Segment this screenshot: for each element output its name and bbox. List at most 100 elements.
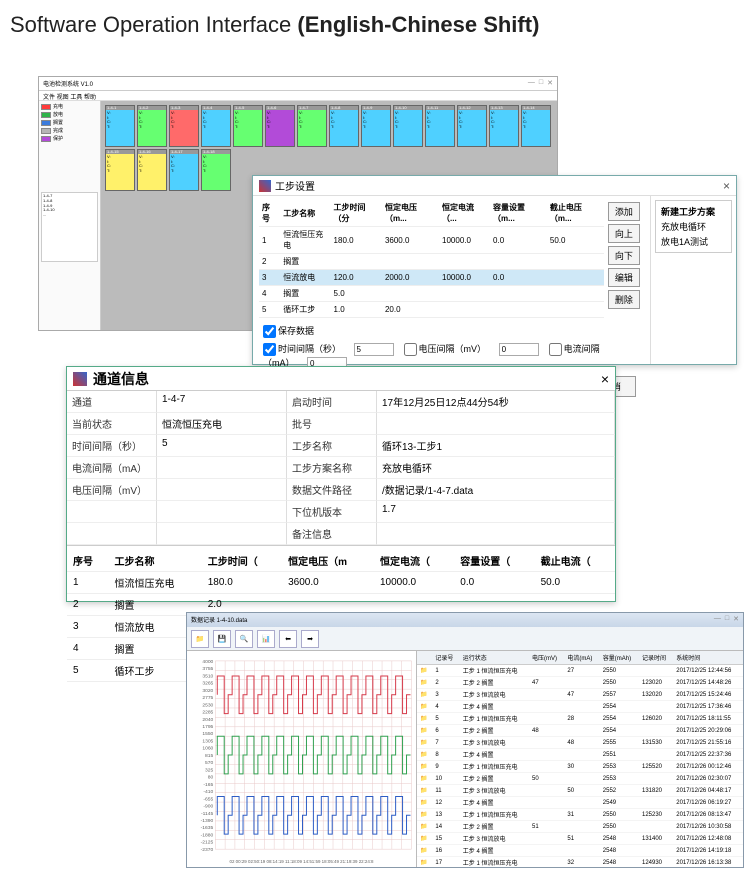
channel-tile[interactable]: 1-4-11V:I:C:T: [425, 105, 455, 147]
list-item[interactable]: 📁12工步 4 搁置25492017/12/26 06:19:27 [417, 797, 743, 809]
time-interval-checkbox[interactable]: 时间间隔（秒） [263, 344, 341, 354]
table-row[interactable]: 2搁置 [259, 254, 604, 270]
svg-text:02 00:29 02:50:19 08:14:19 11: 02 00:29 02:50:19 08:14:19 11:18:09 14:5… [229, 859, 374, 864]
toolbar-button[interactable]: 💾 [213, 630, 231, 648]
toolbar-button[interactable]: 📊 [257, 630, 275, 648]
svg-text:-655: -655 [203, 796, 213, 802]
legend-item: 保护 [41, 135, 98, 142]
window-title: 数据记录 1-4-10.data [191, 615, 247, 625]
table-row: 1恒流恒压充电180.03600.010000.00.050.0 [67, 572, 615, 594]
channel-tile[interactable]: 1-4-9V:I:C:T: [361, 105, 391, 147]
close-icon[interactable]: × [601, 371, 609, 387]
list-item[interactable]: 📁9工步 1 恒流恒压充电3025531255202017/12/26 00:1… [417, 761, 743, 773]
time-interval-input[interactable] [354, 343, 394, 356]
list-item[interactable]: 📁10工步 2 搁置5025532017/12/26 02:30:07 [417, 773, 743, 785]
向上-button[interactable]: 向上 [608, 224, 640, 243]
list-item[interactable]: 📁13工步 1 恒流恒压充电3125501252302017/12/26 08:… [417, 809, 743, 821]
list-item[interactable]: 📁5工步 1 恒流恒压充电2825541260202017/12/25 18:1… [417, 713, 743, 725]
svg-text:3265: 3265 [202, 681, 213, 687]
toolbar-button[interactable]: ⬅ [279, 630, 297, 648]
添加-button[interactable]: 添加 [608, 202, 640, 221]
table-row[interactable]: 1恒流恒压充电180.03600.010000.00.050.0 [259, 227, 604, 254]
channel-tile[interactable]: 1-4-17V:I:C:T: [169, 149, 199, 191]
svg-text:815: 815 [205, 753, 213, 759]
table-row[interactable]: 4搁置5.0 [259, 286, 604, 302]
channel-tile[interactable]: 1-4-2V:I:C:T: [137, 105, 167, 147]
toolbar: 📁💾🔍📊⬅➡ [187, 627, 743, 651]
channel-tile[interactable]: 1-4-12V:I:C:T: [457, 105, 487, 147]
channel-tile[interactable]: 1-4-18V:I:C:T: [201, 149, 231, 191]
svg-text:-1390: -1390 [201, 818, 214, 824]
legend: 充电放电搁置完成保护 [41, 103, 98, 142]
close-icon[interactable]: × [723, 179, 730, 193]
toolbar-button[interactable]: ➡ [301, 630, 319, 648]
titlebar: 通道信息 × [67, 367, 615, 391]
list-item[interactable]: 📁17工步 1 恒流恒压充电3225481249302017/12/26 16:… [417, 857, 743, 868]
chart-area: 4000375535103265302027752530228520401795… [187, 651, 417, 867]
toolbar-button[interactable]: 📁 [191, 630, 209, 648]
svg-text:-410: -410 [203, 789, 213, 795]
record-list[interactable]: 记录号运行状态电压(mV)电流(mA)容量(mAh)记录时间系统时间 📁1工步 … [417, 651, 743, 867]
plan-item[interactable]: 充放电循环 [659, 219, 728, 234]
编辑-button[interactable]: 编辑 [608, 268, 640, 287]
sidebar: 充电放电搁置完成保护 1-4-71-4-81-4-91-4-10... [39, 101, 101, 330]
list-item[interactable]: 📁3工步 3 恒流放电4725571320202017/12/25 15:24:… [417, 689, 743, 701]
titlebar: 工步设置 × [253, 176, 736, 196]
plan-item[interactable]: 放电1A测试 [659, 234, 728, 249]
toolbar-button[interactable]: 🔍 [235, 630, 253, 648]
删除-button[interactable]: 删除 [608, 290, 640, 309]
title-b: (English-Chinese Shift) [297, 12, 539, 37]
list-item[interactable]: 📁1工步 1 恒流恒压充电2725502017/12/25 12:44:56 [417, 665, 743, 677]
channel-tile[interactable]: 1-4-15V:I:C:T: [105, 149, 135, 191]
list-item[interactable]: 📁14工步 2 搁置5125502017/12/26 10:30:58 [417, 821, 743, 833]
step-table[interactable]: 序号工步名称工步时间（分恒定电压（m...恒定电流（...容量设置（m...截止… [259, 200, 604, 318]
channel-tile[interactable]: 1-4-4V:I:C:T: [201, 105, 231, 147]
svg-text:570: 570 [205, 760, 213, 766]
svg-text:80: 80 [208, 775, 214, 781]
svg-text:3020: 3020 [202, 688, 213, 694]
side-info-box: 1-4-71-4-81-4-91-4-10... [41, 192, 98, 262]
info-grid: 通道1-4-7启动时间17年12月25日12点44分54秒当前状态恒流恒压充电批… [67, 391, 615, 546]
channel-tile[interactable]: 1-4-3V:I:C:T: [169, 105, 199, 147]
list-item[interactable]: 📁6工步 2 搁置4825542017/12/25 20:29:06 [417, 725, 743, 737]
channel-tile[interactable]: 1-4-10V:I:C:T: [393, 105, 423, 147]
channel-tile[interactable]: 1-4-13V:I:C:T: [489, 105, 519, 147]
list-item[interactable]: 📁11工步 3 恒流放电5025521318202017/12/26 04:48… [417, 785, 743, 797]
向下-button[interactable]: 向下 [608, 246, 640, 265]
legend-item: 充电 [41, 103, 98, 110]
channel-tile[interactable]: 1-4-6V:I:C:T: [265, 105, 295, 147]
save-options: 保存数据 时间间隔（秒） 电压间隔（mV） 电流间隔（mA） [259, 318, 644, 372]
svg-text:1795: 1795 [202, 724, 213, 730]
list-item[interactable]: 📁4工步 4 搁置25542017/12/25 17:36:46 [417, 701, 743, 713]
svg-text:2530: 2530 [202, 702, 213, 708]
channel-tile[interactable]: 1-4-5V:I:C:T: [233, 105, 263, 147]
menubar[interactable]: 文件 视图 工具 帮助 [39, 91, 557, 101]
table-row[interactable]: 5循环工步1.020.0 [259, 302, 604, 318]
app-logo-icon [73, 372, 87, 386]
title-a: Software Operation Interface [10, 12, 291, 37]
svg-text:2285: 2285 [202, 710, 213, 716]
svg-text:4000: 4000 [202, 659, 213, 665]
svg-text:-165: -165 [203, 782, 213, 788]
dialog-title: 工步设置 [275, 178, 315, 193]
table-row[interactable]: 3恒流放电120.02000.010000.00.0 [259, 270, 604, 286]
svg-text:-1880: -1880 [201, 832, 214, 838]
channel-tile[interactable]: 1-4-7V:I:C:T: [297, 105, 327, 147]
channel-tile[interactable]: 1-4-16V:I:C:T: [137, 149, 167, 191]
voltage-interval-checkbox[interactable]: 电压间隔（mV） [404, 344, 487, 354]
window-controls[interactable]: —□✕ [714, 615, 739, 625]
save-data-checkbox[interactable]: 保存数据 [263, 326, 314, 336]
channel-tile[interactable]: 1-4-14V:I:C:T: [521, 105, 551, 147]
channel-info-dialog: 通道信息 × 通道1-4-7启动时间17年12月25日12点44分54秒当前状态… [66, 366, 616, 602]
list-item[interactable]: 📁2工步 2 搁置4725501230202017/12/25 14:48:26 [417, 677, 743, 689]
window-controls[interactable]: —□✕ [528, 79, 553, 88]
list-item[interactable]: 📁16工步 4 搁置25482017/12/26 14:19:18 [417, 845, 743, 857]
titlebar: 电池检测系统 V1.0 —□✕ [39, 77, 557, 91]
list-item[interactable]: 📁8工步 4 搁置25512017/12/25 22:37:36 [417, 749, 743, 761]
legend-item: 完成 [41, 127, 98, 134]
channel-tile[interactable]: 1-4-1V:I:C:T: [105, 105, 135, 147]
voltage-interval-input[interactable] [499, 343, 539, 356]
channel-tile[interactable]: 1-4-8V:I:C:T: [329, 105, 359, 147]
list-item[interactable]: 📁15工步 3 恒流放电5125481314002017/12/26 12:48… [417, 833, 743, 845]
list-item[interactable]: 📁7工步 3 恒流放电4825551315302017/12/25 21:55:… [417, 737, 743, 749]
